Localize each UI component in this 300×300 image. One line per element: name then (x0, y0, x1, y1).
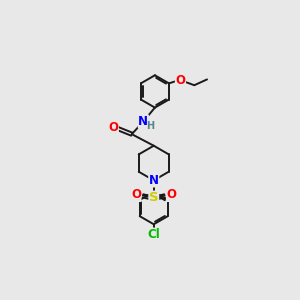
Text: S: S (149, 191, 159, 204)
Text: O: O (176, 74, 185, 87)
Text: O: O (108, 121, 118, 134)
Text: N: N (149, 174, 159, 187)
Text: Cl: Cl (147, 228, 160, 241)
Text: H: H (146, 121, 154, 130)
Text: O: O (131, 188, 141, 201)
Text: O: O (167, 188, 176, 201)
Text: N: N (138, 115, 148, 128)
